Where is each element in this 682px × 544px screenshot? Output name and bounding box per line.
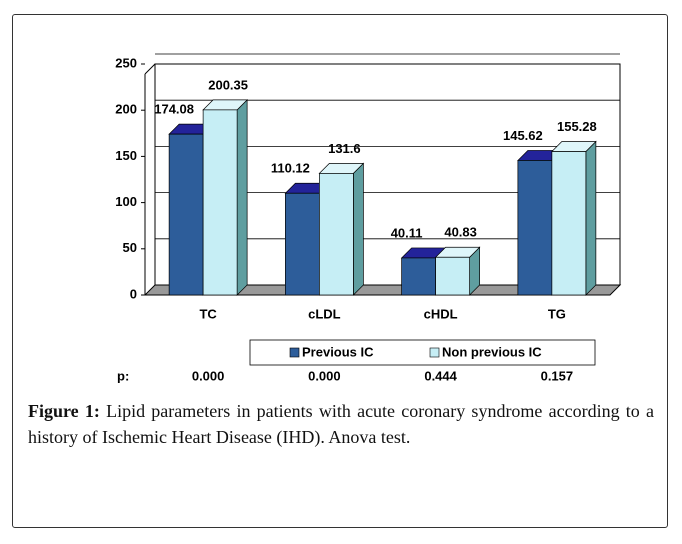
y-tick-label: 200 [115,102,137,117]
legend-box [249,339,596,366]
p-value: 0.444 [424,368,457,383]
chart: 0 50 100 150 200 250 TC 174.08 200.35 0.000 cLDL 11… [115,53,622,383]
y-axis-top [144,63,156,75]
value-label: 174.08 [154,102,194,117]
legend-swatch [429,347,440,358]
bar [285,192,320,296]
value-label: 110.12 [271,161,310,176]
y-tick-label: 0 [130,286,137,301]
y-tick-label: 250 [115,55,137,70]
legend-label: Non previous IC [442,344,542,359]
x-tick-label: TG [548,306,566,321]
bar [551,151,587,296]
figure-frame [12,14,668,528]
bar [401,257,436,296]
bar [517,160,553,296]
value-label: 145.62 [503,128,543,143]
bar-side [236,99,248,296]
caption-text: Lipid parameters in patients with acute … [28,401,655,447]
y-tick-label: 150 [115,148,137,163]
p-label: p: [117,368,129,383]
y-tick-label: 100 [115,194,137,209]
bar-side [585,140,597,296]
caption-label: Figure 1: [28,401,100,421]
value-label: 131.6 [328,141,361,156]
p-value: 0.000 [308,368,341,383]
x-tick-label: cHDL [424,306,458,321]
value-label: 155.28 [557,119,597,134]
bar [435,256,470,296]
legend-label: Previous IC [302,344,374,359]
bar [202,109,238,296]
value-label: 40.83 [444,225,477,240]
bar [168,133,204,296]
value-label: 200.35 [208,77,248,92]
p-value: 0.000 [192,368,225,383]
bar [319,173,354,296]
caption: Figure 1: Lipid parameters in patients w… [28,398,654,450]
legend-swatch [289,347,300,358]
x-tick-label: cLDL [308,306,341,321]
x-tick-label: TC [199,306,217,321]
y-tick-label: 50 [123,240,137,255]
bar-side [353,162,364,296]
p-value: 0.157 [541,368,574,383]
value-label: 40.11 [391,225,423,240]
